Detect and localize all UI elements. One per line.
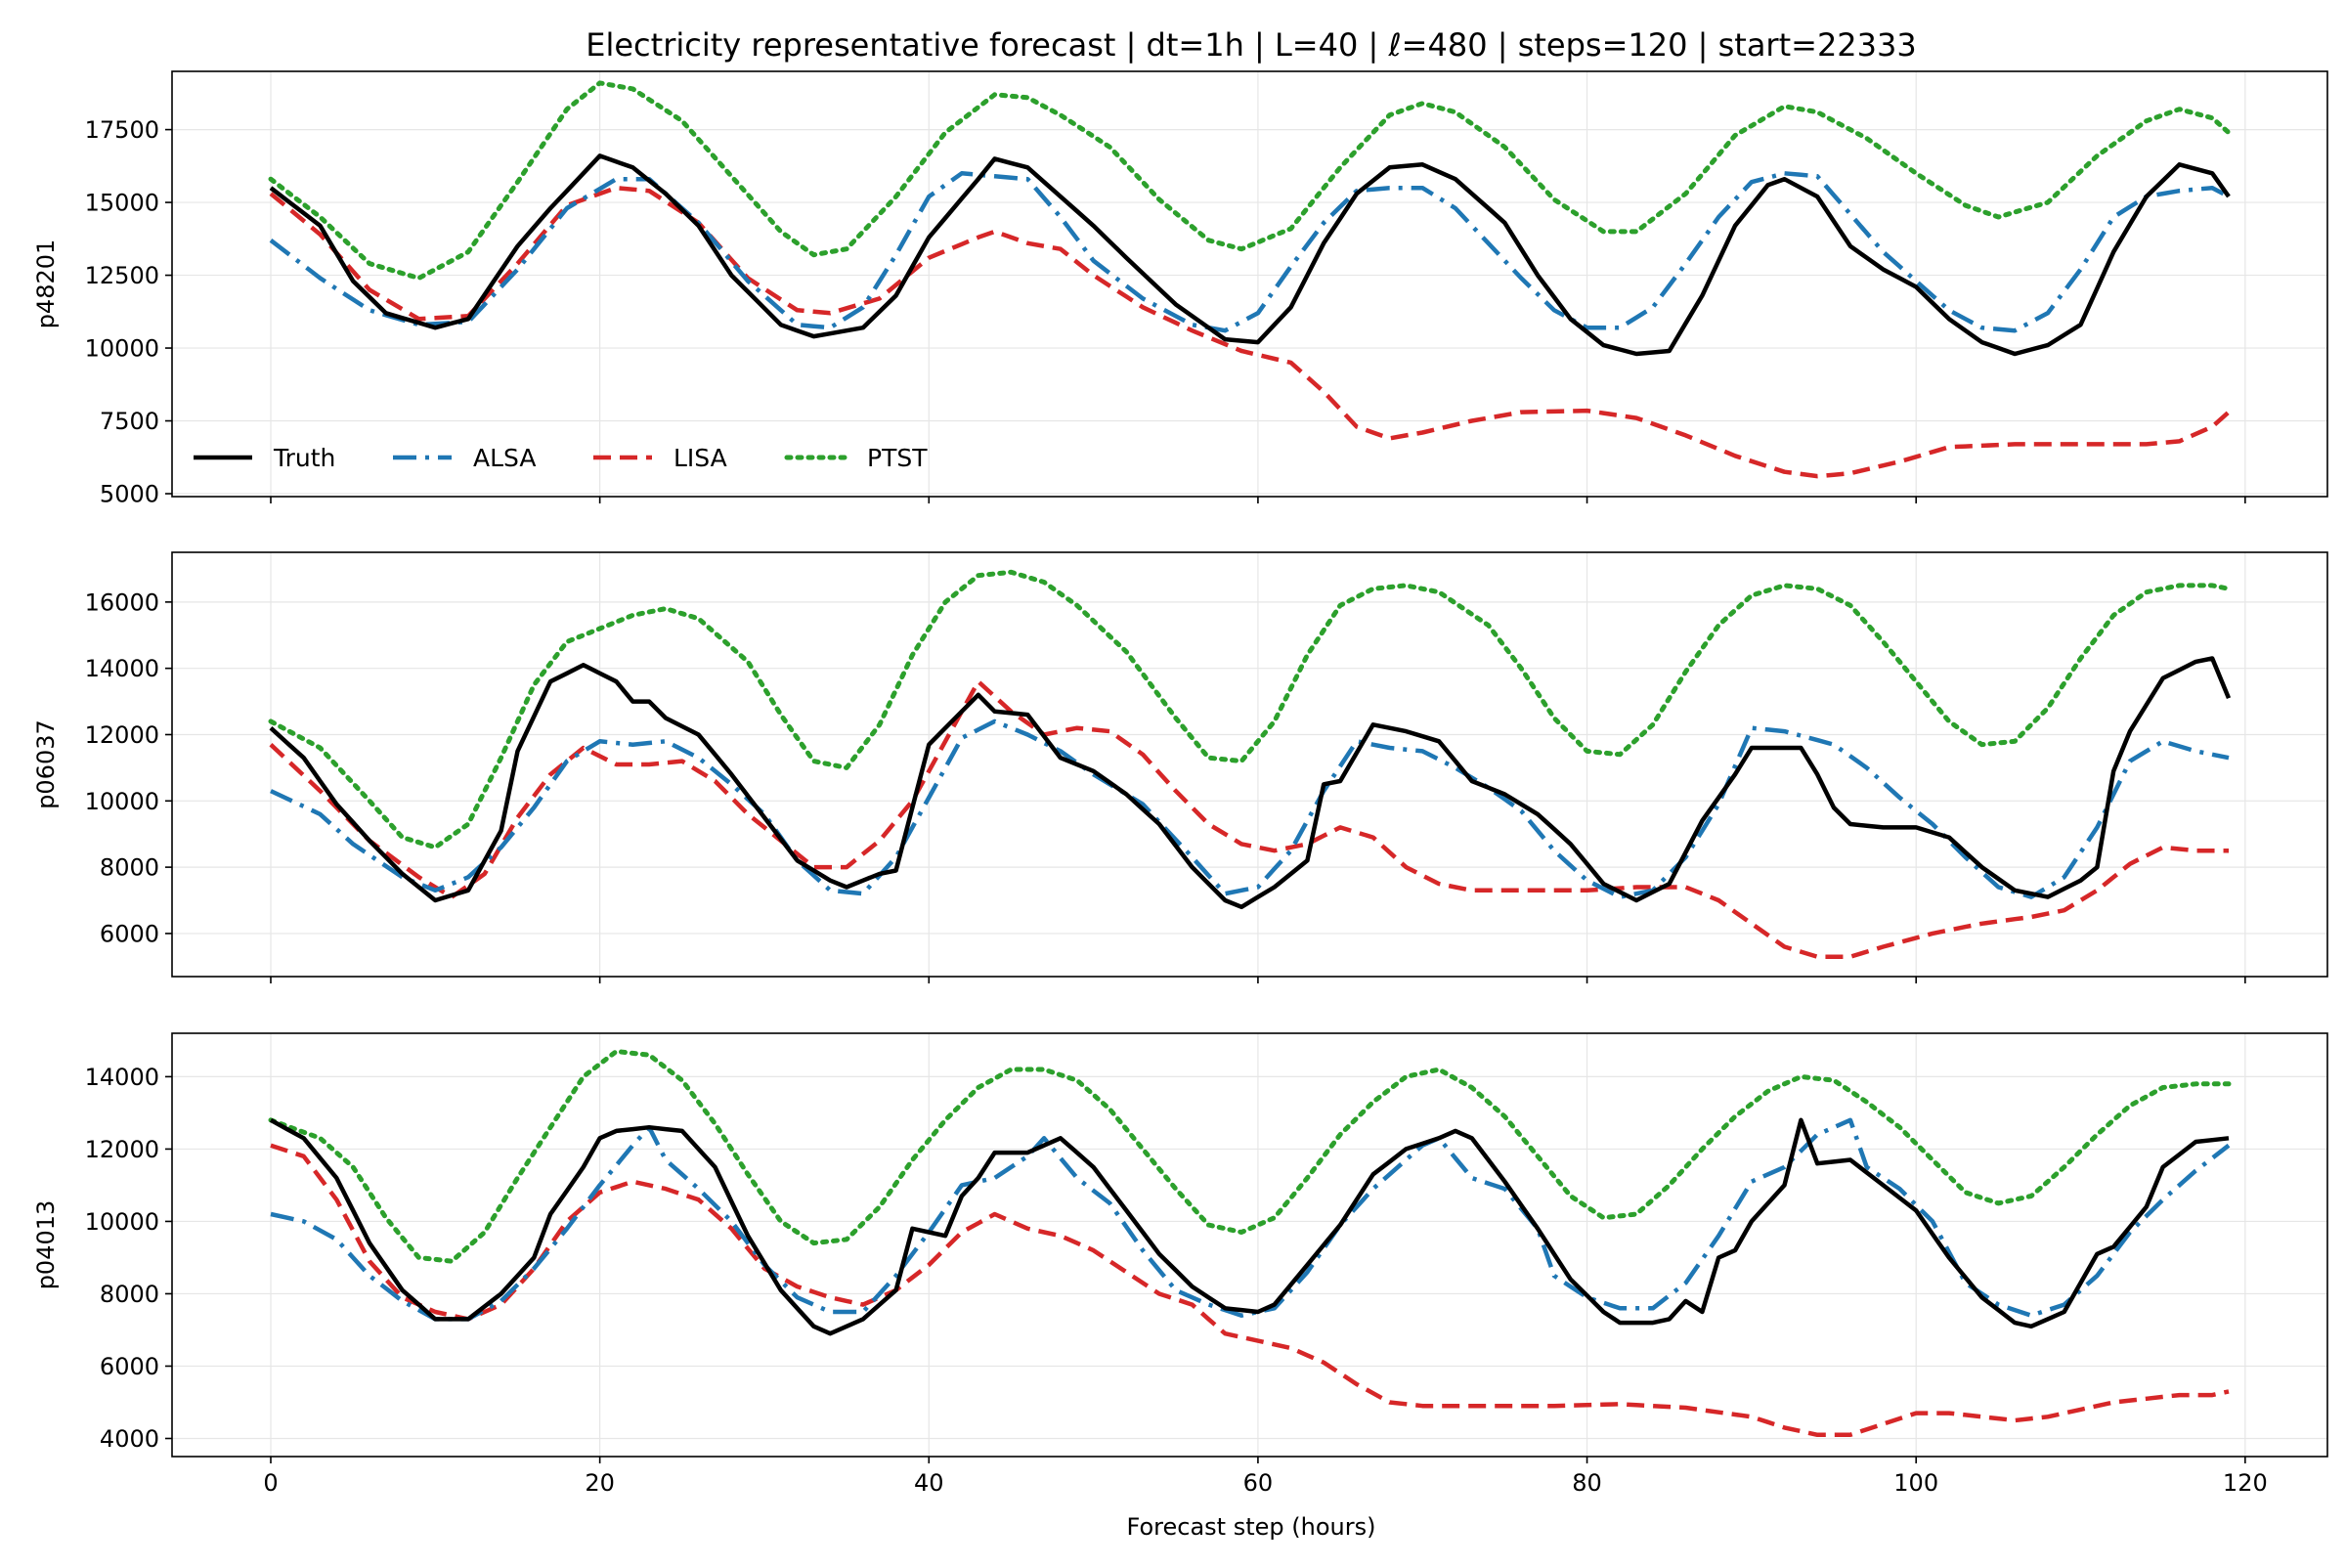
series-group <box>268 1049 2232 1438</box>
y-tick-label: 10000 <box>85 788 159 815</box>
y-axis-label: p04013 <box>32 1200 60 1290</box>
series-group <box>268 569 2232 959</box>
x-tick-label: 20 <box>585 1469 615 1497</box>
x-tick-label: 120 <box>2223 1469 2268 1497</box>
legend-label-truth: Truth <box>273 444 335 472</box>
x-tick-label: 100 <box>1893 1469 1938 1497</box>
y-tick-label: 15000 <box>85 190 159 217</box>
x-tick-label: 0 <box>263 1469 278 1497</box>
plot-frame <box>171 551 2328 978</box>
y-tick-label: 17500 <box>85 116 159 144</box>
plot-frame <box>171 70 2328 498</box>
series-line-lisa <box>270 1143 2230 1438</box>
y-tick-label: 12500 <box>85 262 159 289</box>
y-tick-label: 12000 <box>85 1136 159 1163</box>
y-axis-label: p06037 <box>32 719 60 809</box>
y-tick-label: 7500 <box>100 408 159 435</box>
y-tick-label: 12000 <box>85 721 159 749</box>
series-line-ptst <box>268 569 2232 850</box>
y-tick-label: 4000 <box>100 1425 159 1453</box>
x-tick-label: 60 <box>1243 1469 1274 1497</box>
series-line-alsa <box>269 171 2231 333</box>
y-tick-label: 10000 <box>85 335 159 363</box>
x-axis-label: Forecast step (hours) <box>1127 1513 1376 1541</box>
y-tick-label: 14000 <box>85 655 159 682</box>
y-tick-label: 5000 <box>100 481 159 508</box>
series-line-truth <box>269 153 2231 357</box>
y-tick-label: 14000 <box>85 1064 159 1091</box>
y-tick-label: 8000 <box>100 1281 159 1308</box>
legend-label-lisa: LISA <box>673 444 727 472</box>
panel-p06037: 6000 8000 10000 12000 14000 16000 p06037 <box>32 551 2328 983</box>
y-tick-label: 10000 <box>85 1208 159 1236</box>
series-group <box>268 80 2232 479</box>
legend: Truth ALSA LISA PTST <box>194 444 928 472</box>
series-line-alsa <box>270 719 2230 899</box>
series-line-alsa <box>270 1117 2231 1322</box>
legend-label-alsa: ALSA <box>473 444 536 472</box>
legend-label-ptst: PTST <box>867 444 928 472</box>
series-line-lisa <box>269 185 2231 479</box>
chart-title: Electricity representative forecast | dt… <box>586 26 1916 64</box>
y-tick-label: 6000 <box>100 920 159 947</box>
y-tick-label: 16000 <box>85 588 159 616</box>
panel-p48201: 5000 7500 10000 12500 15000 17500 p48201 Truth A… <box>32 70 2328 508</box>
x-tick-label: 80 <box>1572 1469 1602 1497</box>
panel-p04013: 4000 6000 8000 10000 12000 14000 0 20 40 60 80 100 1… <box>32 1032 2328 1497</box>
plot-frame <box>171 1032 2328 1458</box>
series-line-truth <box>269 656 2232 910</box>
x-tick-label: 40 <box>914 1469 944 1497</box>
series-line-lisa <box>269 678 2229 959</box>
series-line-ptst <box>268 1049 2232 1264</box>
y-tick-label: 6000 <box>100 1353 159 1380</box>
series-line-truth <box>269 1117 2230 1336</box>
series-line-ptst <box>268 80 2232 281</box>
y-axis-label: p48201 <box>32 240 60 329</box>
y-tick-label: 8000 <box>100 854 159 882</box>
